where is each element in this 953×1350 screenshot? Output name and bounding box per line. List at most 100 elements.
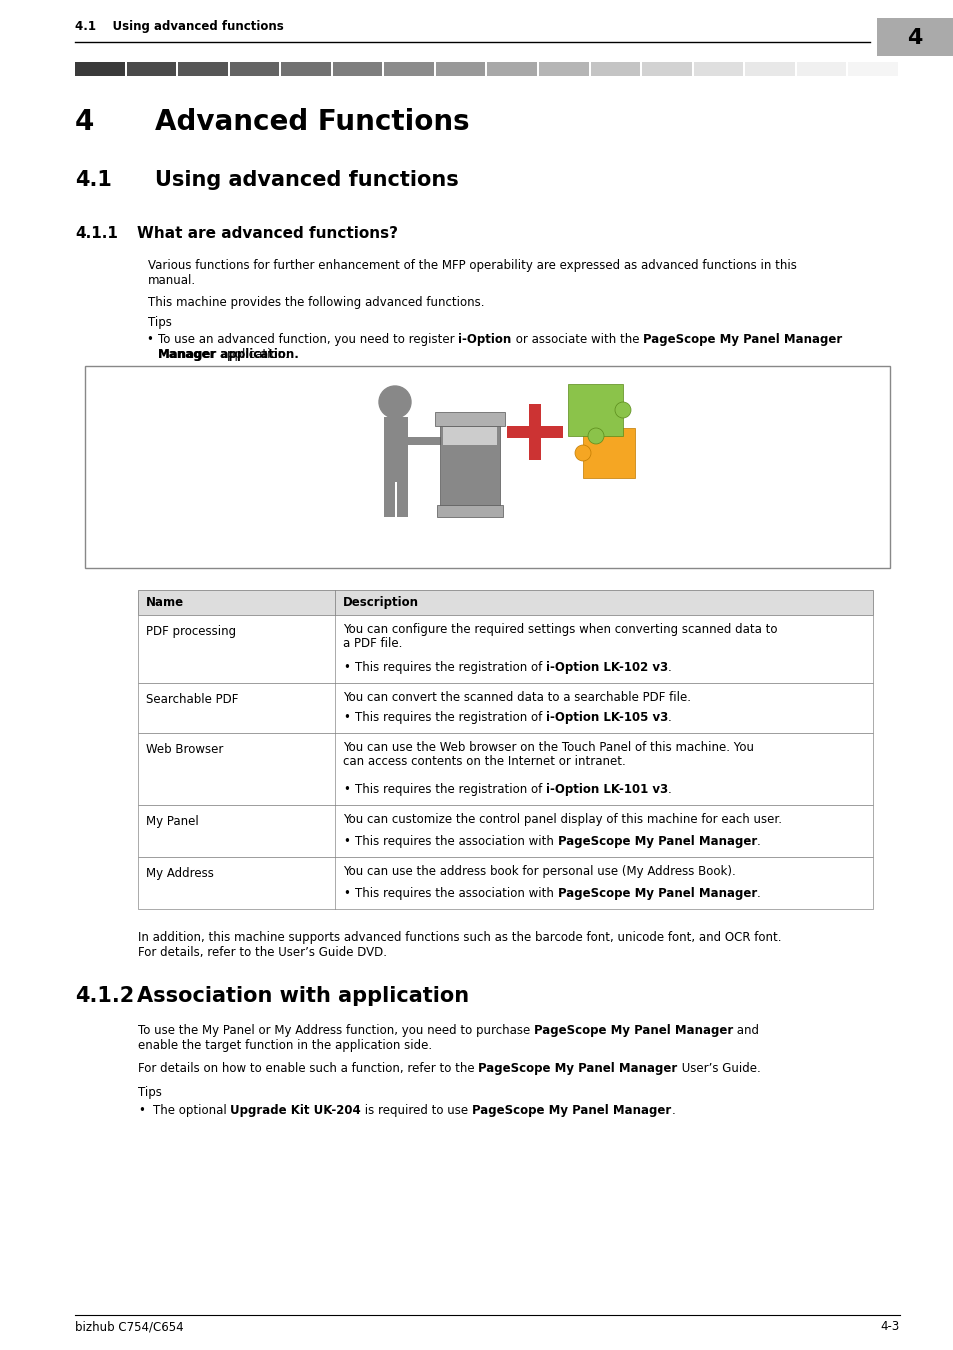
Text: .: . (756, 836, 760, 848)
Bar (436, 505, 502, 517)
Text: .: . (667, 783, 671, 796)
Bar (567, 383, 622, 436)
Text: .: . (667, 711, 671, 724)
Text: 4.1.2: 4.1.2 (75, 986, 134, 1006)
Bar (138, 616, 872, 683)
Text: i-Option LK-101 v3: i-Option LK-101 v3 (545, 783, 667, 796)
Text: Tips: Tips (148, 316, 172, 329)
Text: PageScope My Panel Manager: PageScope My Panel Manager (472, 1104, 671, 1116)
Text: •: • (138, 1104, 145, 1116)
Text: My Address: My Address (146, 867, 213, 880)
Text: Searchable PDF: Searchable PDF (146, 693, 238, 706)
Text: .: . (756, 887, 760, 900)
Text: You can customize the control panel display of this machine for each user.: You can customize the control panel disp… (343, 813, 781, 826)
Text: Manager application.: Manager application. (158, 348, 298, 360)
Text: manual.: manual. (148, 274, 196, 288)
Text: •: • (343, 887, 350, 900)
Text: This machine provides the following advanced functions.: This machine provides the following adva… (148, 296, 484, 309)
Text: Manager: Manager (158, 348, 216, 360)
Text: 4-3: 4-3 (880, 1320, 899, 1332)
Text: 4: 4 (75, 108, 94, 136)
Bar (281, 62, 331, 76)
Text: This requires the association with: This requires the association with (355, 836, 558, 848)
Text: PageScope My Panel Manager: PageScope My Panel Manager (534, 1025, 733, 1037)
Bar (85, 366, 889, 568)
Bar (436, 62, 485, 76)
Text: You can convert the scanned data to a searchable PDF file.: You can convert the scanned data to a se… (343, 691, 690, 703)
Text: 4.1.1: 4.1.1 (75, 225, 118, 242)
Bar (396, 482, 408, 517)
Text: This requires the association with: This requires the association with (355, 887, 558, 900)
Text: Upgrade Kit UK-204: Upgrade Kit UK-204 (231, 1104, 361, 1116)
Text: and: and (733, 1025, 759, 1037)
Text: enable the target function in the application side.: enable the target function in the applic… (138, 1040, 432, 1052)
Text: My Panel: My Panel (146, 815, 198, 828)
Text: To use the My Panel or My Address function, you need to purchase: To use the My Panel or My Address functi… (138, 1025, 534, 1037)
Bar (384, 62, 434, 76)
Text: PageScope My Panel Manager: PageScope My Panel Manager (558, 836, 756, 848)
Bar (641, 62, 691, 76)
Bar (333, 62, 382, 76)
Bar (582, 428, 635, 478)
Bar (529, 404, 540, 460)
Bar (138, 733, 872, 805)
Bar (439, 423, 499, 508)
Circle shape (600, 420, 617, 436)
Text: i-Option: i-Option (457, 333, 511, 346)
Bar (127, 62, 176, 76)
Text: PageScope My Panel Manager: PageScope My Panel Manager (642, 333, 841, 346)
Bar (384, 417, 408, 482)
Text: a PDF file.: a PDF file. (343, 637, 402, 649)
Bar (538, 62, 588, 76)
Bar (693, 62, 742, 76)
Bar (408, 437, 442, 446)
Text: •: • (343, 836, 350, 848)
Bar (442, 427, 497, 446)
Text: 4.1    Using advanced functions: 4.1 Using advanced functions (75, 20, 283, 32)
Text: Web Browser: Web Browser (146, 743, 223, 756)
Bar (75, 62, 125, 76)
Bar (138, 805, 872, 857)
Text: bizhub C754/C654: bizhub C754/C654 (75, 1320, 183, 1332)
Bar (487, 62, 537, 76)
Text: Name: Name (146, 595, 184, 609)
Bar (138, 857, 872, 909)
Text: Advanced Functions: Advanced Functions (154, 108, 469, 136)
Bar (590, 62, 639, 76)
Bar (876, 18, 953, 55)
Text: •: • (343, 783, 350, 796)
Text: or associate with the: or associate with the (511, 333, 642, 346)
Text: •: • (146, 333, 152, 346)
Text: PageScope My Panel Manager: PageScope My Panel Manager (477, 1062, 677, 1075)
Bar (178, 62, 228, 76)
Text: For details, refer to the User’s Guide DVD.: For details, refer to the User’s Guide D… (138, 946, 387, 958)
Bar (847, 62, 897, 76)
Text: 4.1: 4.1 (75, 170, 112, 190)
Bar (384, 482, 395, 517)
Text: This requires the registration of: This requires the registration of (355, 783, 545, 796)
Text: PageScope My Panel Manager: PageScope My Panel Manager (558, 887, 756, 900)
Text: •: • (343, 711, 350, 724)
Text: You can configure the required settings when converting scanned data to: You can configure the required settings … (343, 622, 777, 636)
Bar (138, 590, 872, 616)
Text: You can use the Web browser on the Touch Panel of this machine. You: You can use the Web browser on the Touch… (343, 741, 753, 755)
Text: is required to use: is required to use (361, 1104, 472, 1116)
Text: In addition, this machine supports advanced functions such as the barcode font, : In addition, this machine supports advan… (138, 931, 781, 944)
Bar (744, 62, 794, 76)
Text: The optional: The optional (152, 1104, 231, 1116)
Bar (435, 412, 504, 427)
Text: Association with application: Association with application (137, 986, 469, 1006)
Text: User’s Guide.: User’s Guide. (677, 1062, 760, 1075)
Bar (230, 62, 279, 76)
Text: This requires the registration of: This requires the registration of (355, 711, 545, 724)
Bar (138, 683, 872, 733)
Text: 4: 4 (906, 28, 922, 49)
Text: This requires the registration of: This requires the registration of (355, 662, 545, 674)
Text: What are advanced functions?: What are advanced functions? (137, 225, 397, 242)
Text: Using advanced functions: Using advanced functions (154, 170, 458, 190)
Text: .: . (667, 662, 671, 674)
Text: .: . (671, 1104, 675, 1116)
Text: i-Option LK-102 v3: i-Option LK-102 v3 (545, 662, 667, 674)
Circle shape (575, 446, 590, 460)
Text: i-Option LK-105 v3: i-Option LK-105 v3 (545, 711, 667, 724)
